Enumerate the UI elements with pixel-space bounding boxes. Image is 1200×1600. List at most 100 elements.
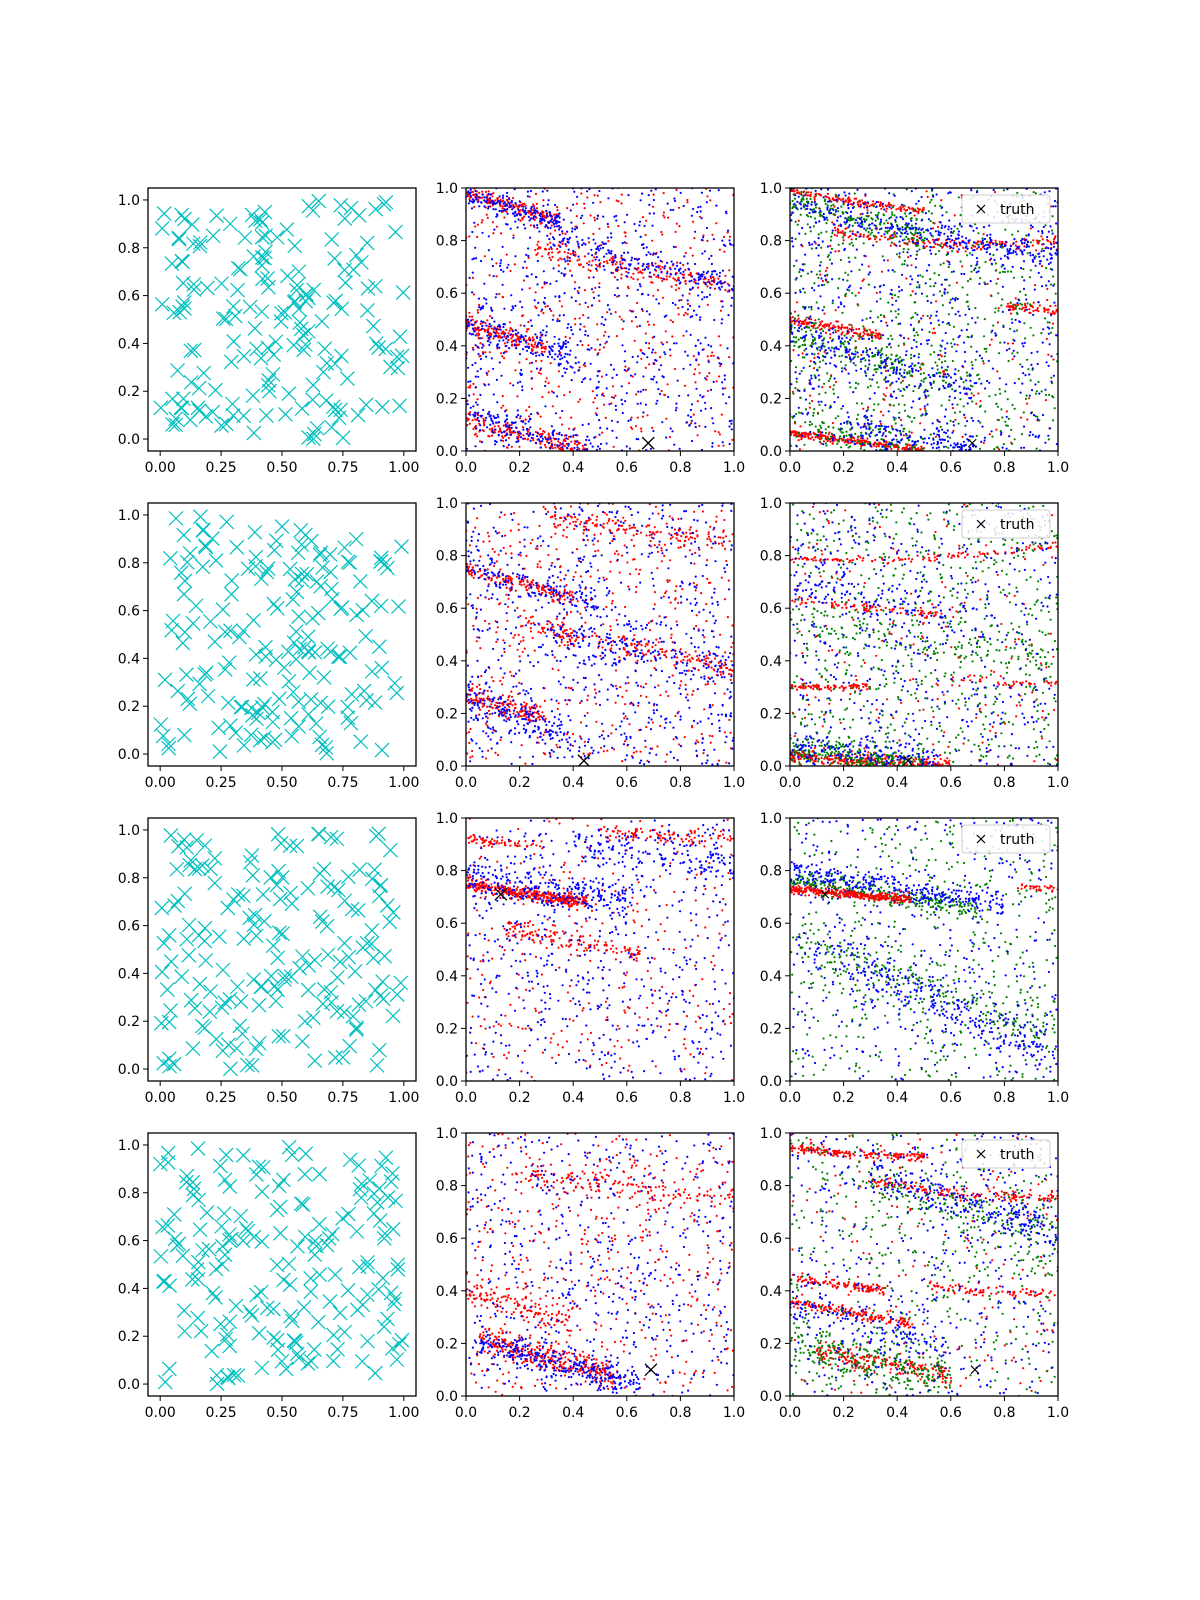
data-point bbox=[800, 438, 803, 441]
data-point bbox=[622, 320, 625, 323]
data-point bbox=[657, 266, 660, 269]
data-point bbox=[1046, 298, 1049, 302]
data-point bbox=[1010, 428, 1013, 431]
data-point bbox=[934, 204, 937, 207]
data-point bbox=[1022, 411, 1025, 414]
data-point bbox=[570, 274, 574, 277]
data-point bbox=[919, 366, 922, 369]
data-point bbox=[976, 316, 979, 319]
data-point bbox=[851, 230, 854, 233]
data-point bbox=[563, 274, 566, 277]
data-point bbox=[961, 435, 964, 438]
data-point bbox=[602, 334, 606, 337]
data-point bbox=[810, 191, 813, 194]
data-point bbox=[1013, 438, 1016, 441]
data-point bbox=[663, 216, 666, 219]
data-point bbox=[669, 208, 672, 212]
data-point bbox=[546, 234, 549, 237]
data-point bbox=[939, 425, 942, 428]
data-point bbox=[833, 439, 836, 442]
data-point bbox=[643, 224, 646, 228]
data-point bbox=[514, 329, 517, 332]
data-point bbox=[697, 206, 700, 209]
data-point bbox=[618, 315, 621, 318]
data-point bbox=[1020, 446, 1023, 449]
data-point bbox=[896, 446, 900, 449]
data-point bbox=[466, 419, 469, 422]
data-point bbox=[830, 432, 834, 435]
data-point bbox=[491, 221, 494, 224]
data-point bbox=[577, 255, 580, 258]
data-point bbox=[659, 364, 663, 367]
data-point bbox=[698, 424, 701, 428]
data-point bbox=[929, 201, 932, 204]
data-point bbox=[812, 322, 815, 325]
data-point bbox=[922, 247, 925, 250]
truth-marker bbox=[641, 436, 655, 450]
data-point bbox=[910, 190, 913, 193]
data-point bbox=[912, 327, 916, 330]
data-point bbox=[540, 339, 544, 342]
data-point bbox=[1026, 252, 1029, 255]
data-point bbox=[717, 335, 721, 338]
data-point bbox=[574, 317, 577, 320]
data-point bbox=[687, 394, 690, 397]
data-point bbox=[847, 273, 850, 276]
data-point bbox=[669, 348, 672, 351]
data-point bbox=[665, 341, 669, 344]
data-point bbox=[915, 218, 918, 221]
data-point bbox=[537, 371, 541, 374]
data-point bbox=[976, 240, 979, 244]
data-point bbox=[1037, 241, 1040, 244]
data-point bbox=[918, 248, 921, 251]
data-point bbox=[676, 261, 679, 264]
data-point bbox=[712, 354, 715, 357]
data-point bbox=[471, 276, 474, 279]
data-point bbox=[494, 428, 497, 431]
data-point bbox=[893, 270, 896, 273]
data-point bbox=[970, 392, 973, 395]
data-point bbox=[641, 264, 644, 268]
data-point bbox=[190, 400, 206, 416]
data-point bbox=[292, 315, 308, 331]
data-point bbox=[868, 378, 871, 381]
data-point bbox=[1040, 235, 1043, 238]
data-point bbox=[1026, 302, 1029, 305]
data-point bbox=[601, 431, 604, 434]
data-point bbox=[886, 324, 889, 327]
data-point bbox=[590, 288, 594, 291]
data-point bbox=[704, 407, 707, 410]
data-point bbox=[898, 256, 901, 259]
data-point bbox=[827, 425, 830, 429]
data-point bbox=[961, 286, 964, 289]
data-point bbox=[559, 416, 562, 419]
data-point bbox=[709, 388, 713, 391]
data-point bbox=[866, 333, 869, 336]
data-point bbox=[473, 205, 476, 208]
data-point bbox=[956, 245, 959, 248]
data-point bbox=[546, 226, 550, 230]
data-point bbox=[695, 387, 698, 390]
data-point bbox=[994, 262, 998, 265]
data-point bbox=[538, 439, 541, 443]
data-point bbox=[825, 444, 828, 447]
data-point bbox=[651, 239, 654, 242]
data-point bbox=[829, 244, 832, 248]
data-point bbox=[826, 323, 829, 326]
data-point bbox=[551, 318, 555, 321]
data-point bbox=[491, 309, 494, 312]
data-point bbox=[530, 413, 533, 416]
data-point bbox=[551, 236, 555, 239]
data-point bbox=[590, 248, 593, 251]
data-point bbox=[475, 257, 478, 260]
data-point bbox=[794, 371, 797, 374]
data-point bbox=[660, 341, 663, 344]
data-point bbox=[192, 235, 208, 250]
data-point bbox=[570, 416, 573, 419]
data-point bbox=[725, 402, 728, 405]
data-point bbox=[517, 208, 520, 211]
data-point bbox=[1054, 304, 1057, 307]
data-point bbox=[908, 240, 911, 243]
data-point bbox=[793, 420, 797, 423]
data-point bbox=[901, 447, 904, 450]
